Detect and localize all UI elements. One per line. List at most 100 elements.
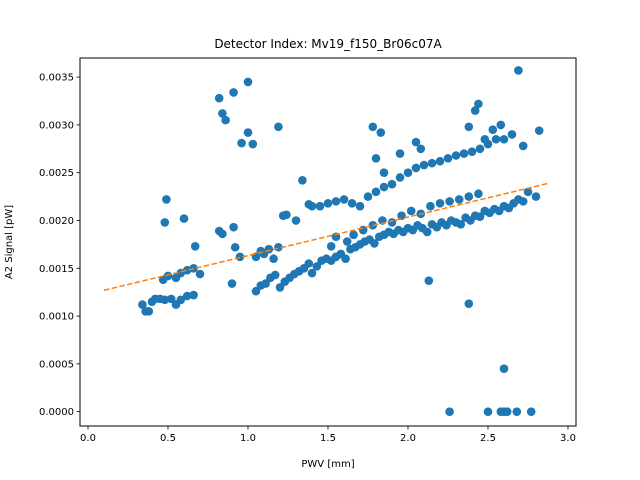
data-point-31 (243, 128, 253, 137)
data-point-165 (464, 192, 474, 201)
data-point-41 (264, 244, 274, 254)
data-point-69 (341, 254, 350, 264)
data-point-2 (144, 307, 154, 316)
data-point-123 (427, 158, 437, 168)
data-point-109 (315, 201, 325, 211)
data-point-111 (331, 197, 341, 206)
data-point-54 (270, 270, 280, 280)
data-point-175 (512, 407, 522, 416)
data-point-152 (342, 237, 352, 246)
data-point-93 (456, 220, 466, 229)
data-points (138, 66, 544, 416)
x-axis-label: PWV [mm] (301, 459, 354, 470)
data-point-135 (379, 168, 389, 177)
x-tick-label: 1.0 (240, 433, 256, 444)
data-point-49 (307, 201, 317, 211)
y-tick-label: 0.0000 (39, 407, 74, 418)
data-point-33 (274, 122, 283, 132)
data-point-144 (496, 120, 506, 130)
data-point-61 (304, 259, 314, 268)
data-point-45 (282, 210, 291, 220)
data-point-176 (526, 407, 536, 416)
data-point-21 (160, 218, 170, 227)
x-tick-label: 2.5 (480, 433, 496, 444)
data-point-164 (454, 195, 464, 204)
data-point-42 (269, 254, 278, 264)
data-point-106 (518, 197, 528, 206)
data-point-134 (371, 154, 381, 163)
data-point-132 (368, 122, 378, 132)
data-point-6 (160, 295, 170, 305)
x-tick-label: 2.0 (400, 433, 416, 444)
data-point-163 (445, 197, 454, 206)
data-point-128 (467, 147, 477, 156)
data-point-19 (190, 242, 200, 251)
y-tick-label: 0.0020 (39, 216, 74, 227)
data-point-137 (411, 137, 421, 147)
data-point-161 (426, 201, 435, 211)
data-point-35 (227, 279, 237, 288)
fit-line (103, 182, 549, 291)
data-point-139 (464, 122, 474, 132)
data-point-86 (422, 227, 432, 237)
data-point-62 (307, 268, 317, 278)
data-point-22 (162, 195, 171, 204)
data-point-157 (387, 218, 397, 227)
data-point-50 (251, 286, 261, 296)
data-point-117 (379, 182, 389, 192)
data-point-112 (339, 195, 349, 204)
data-point-162 (435, 198, 445, 208)
data-point-28 (229, 88, 238, 97)
data-point-20 (179, 214, 189, 223)
data-point-145 (499, 134, 509, 144)
data-point-140 (474, 99, 483, 109)
data-point-55 (275, 283, 285, 292)
data-point-136 (395, 149, 405, 158)
data-point-119 (395, 173, 405, 182)
data-point-125 (443, 154, 453, 163)
y-tick-label: 0.0005 (39, 359, 74, 370)
data-point-170 (445, 407, 454, 416)
data-point-146 (507, 130, 517, 139)
data-point-138 (416, 144, 426, 154)
data-point-116 (371, 187, 381, 197)
data-point-115 (363, 192, 373, 201)
data-point-148 (534, 126, 544, 135)
data-point-149 (514, 66, 523, 75)
y-tick-label: 0.0030 (39, 120, 74, 131)
data-point-174 (502, 407, 512, 416)
data-point-133 (376, 128, 386, 137)
data-point-120 (403, 168, 413, 177)
data-point-75 (370, 239, 379, 248)
data-point-150 (326, 242, 336, 251)
data-point-171 (483, 407, 493, 416)
data-point-97 (475, 212, 485, 221)
data-point-29 (237, 138, 246, 148)
data-point-18 (195, 269, 205, 279)
data-point-110 (323, 198, 333, 208)
data-point-26 (221, 115, 230, 125)
x-tick-label: 0.0 (80, 433, 96, 444)
data-point-52 (261, 279, 270, 288)
y-tick-label: 0.0010 (39, 312, 74, 323)
data-point-25 (218, 109, 227, 118)
data-point-27 (214, 93, 224, 103)
y-tick-label: 0.0015 (39, 264, 74, 275)
x-tick-label: 1.5 (320, 433, 336, 444)
data-point-166 (474, 189, 483, 199)
data-point-30 (243, 77, 253, 87)
data-point-159 (406, 206, 416, 216)
data-point-118 (387, 179, 397, 189)
data-point-7 (166, 294, 176, 304)
fit-line-group (103, 182, 549, 291)
chart-title: Detector Index: Mv19_f150_Br06c07A (214, 37, 442, 51)
data-point-108 (531, 192, 541, 201)
y-tick-label: 0.0035 (39, 73, 74, 84)
data-point-121 (411, 163, 421, 173)
data-point-37 (235, 252, 245, 262)
data-point-11 (189, 290, 198, 300)
data-point-168 (464, 299, 474, 308)
data-point-143 (488, 125, 498, 134)
